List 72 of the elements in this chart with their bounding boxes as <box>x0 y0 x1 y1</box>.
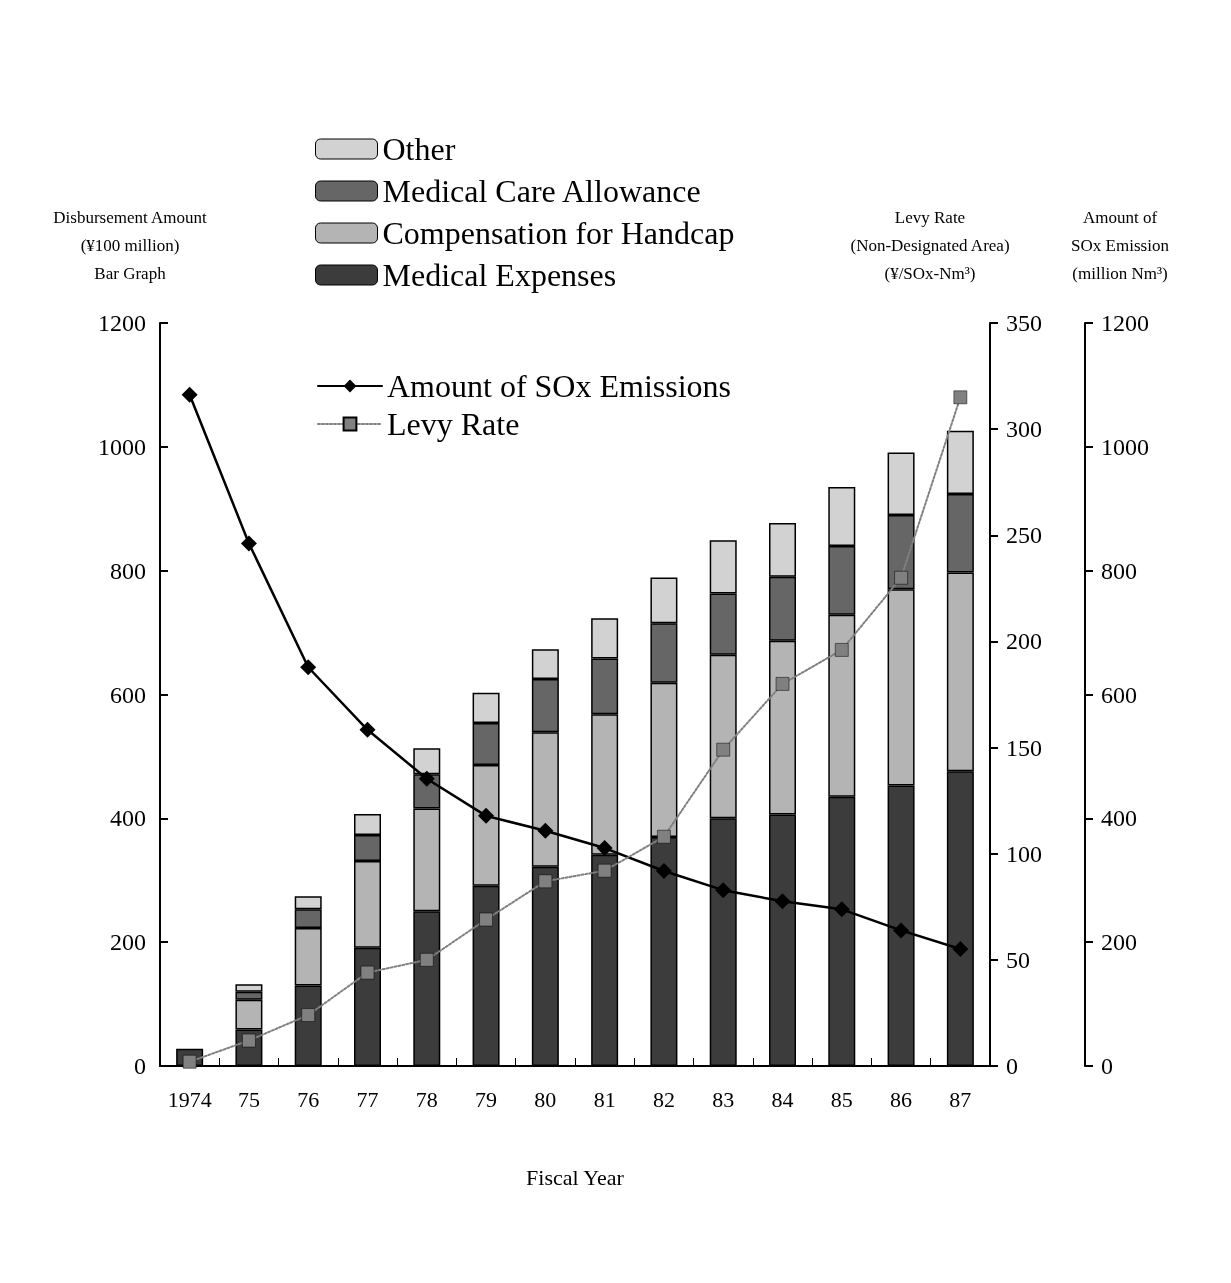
point <box>894 570 908 585</box>
x-tick-label: 81 <box>593 1086 616 1112</box>
y-axis-title: Disbursement Amount (¥100 million) Bar Graph <box>53 207 208 283</box>
legend-label: Levy Rate <box>387 406 520 442</box>
x-tick-label: 87 <box>949 1086 972 1112</box>
y2-axis-title: Levy Rate (Non-Designated Area) (¥/SOx-Nm³) <box>850 207 1010 283</box>
x-tick-label: 83 <box>712 1086 735 1112</box>
point <box>952 940 969 957</box>
y-tick-label: 400 <box>110 805 146 832</box>
point <box>775 677 790 691</box>
x-tick-label: 77 <box>356 1086 379 1112</box>
x-tick-label: 1974 <box>167 1086 212 1112</box>
point <box>835 643 849 657</box>
y3-tick-label: 1000 <box>1101 433 1149 460</box>
point <box>240 535 257 552</box>
legend-label: Compensation for Handcap <box>382 215 735 251</box>
point <box>833 901 850 918</box>
point <box>953 390 968 405</box>
legend-label: Other <box>382 131 456 167</box>
x-tick-label: 78 <box>415 1086 438 1112</box>
legend-label: Amount of SOx Emissions <box>387 368 732 404</box>
x-tick-label: 75 <box>237 1086 260 1112</box>
x-tick-label: 86 <box>890 1086 913 1112</box>
y3-tick-label: 1200 <box>1101 310 1149 336</box>
y-tick-label: 800 <box>110 557 146 584</box>
y2-tick-label: 300 <box>1006 416 1042 443</box>
y-tick-label: 1000 <box>98 433 146 460</box>
x-tick-label: 76 <box>297 1086 320 1112</box>
x-tick-label: 80 <box>534 1086 557 1112</box>
point <box>359 721 376 738</box>
x-tick-label: 84 <box>771 1086 794 1112</box>
point <box>774 893 791 910</box>
y2-tick-label: 0 <box>1006 1053 1018 1079</box>
y2-tick-label: 150 <box>1006 734 1042 761</box>
legend-label: Medical Care Allowance <box>382 173 701 209</box>
y3-tick-label: 600 <box>1101 681 1137 708</box>
point <box>360 965 375 980</box>
y-tick-label: 200 <box>110 929 146 956</box>
x-tick-label: 79 <box>475 1086 498 1112</box>
point <box>537 822 554 839</box>
point <box>657 829 671 844</box>
y2-tick-label: 200 <box>1006 628 1042 655</box>
point <box>538 874 553 889</box>
point <box>301 1008 315 1022</box>
y3-tick-label: 400 <box>1101 805 1137 832</box>
point <box>596 840 613 857</box>
y-tick-label: 1200 <box>98 310 146 336</box>
point <box>479 912 493 927</box>
y3-tick-label: 800 <box>1101 557 1137 584</box>
y3-tick-label: 0 <box>1101 1053 1113 1079</box>
point <box>715 882 732 899</box>
y2-tick-label: 250 <box>1006 522 1042 549</box>
point <box>716 742 730 757</box>
point <box>181 386 198 403</box>
point <box>300 659 317 676</box>
legend-label: Medical Expenses <box>382 257 617 293</box>
x-axis-title: Fiscal Year <box>526 1164 625 1190</box>
y2-tick-label: 50 <box>1006 946 1030 973</box>
y-tick-label: 0 <box>134 1053 146 1079</box>
x-tick-label: 82 <box>652 1086 675 1112</box>
point <box>597 863 612 878</box>
y3-tick-label: 200 <box>1101 929 1137 956</box>
point <box>420 953 434 967</box>
y2-tick-label: 350 <box>1006 310 1042 336</box>
y2-tick-label: 100 <box>1006 840 1042 867</box>
point <box>478 807 495 824</box>
x-tick-label: 85 <box>830 1086 853 1112</box>
y3-axis-title: Amount of SOx Emission (million Nm³) <box>1071 207 1170 283</box>
point <box>655 862 672 879</box>
point <box>893 922 910 939</box>
y-tick-label: 600 <box>110 681 146 708</box>
point <box>418 770 435 787</box>
